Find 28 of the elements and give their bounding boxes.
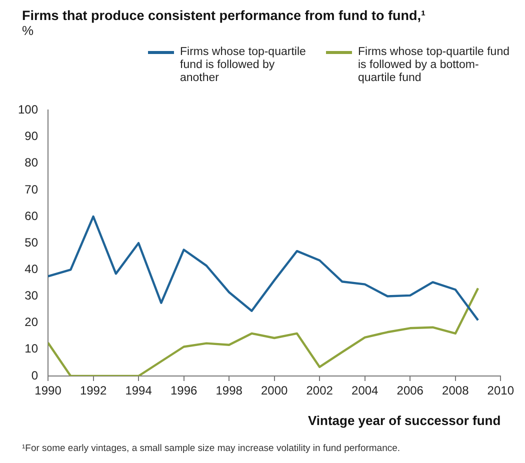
x-tick-label: 2000 — [260, 384, 288, 398]
y-tick-label: 50 — [24, 235, 38, 250]
x-tick-label: 1994 — [125, 384, 152, 398]
x-tick-label: 2004 — [352, 384, 379, 398]
x-tick-label: 2010 — [487, 384, 514, 398]
x-tick-label: 2006 — [396, 384, 424, 398]
x-tick-label: 1996 — [170, 384, 198, 398]
x-tick-label: 1992 — [80, 384, 107, 398]
x-tick-label: 2002 — [306, 384, 334, 398]
text: ¹For some early vintages, a small sample size may increase volatility in fund performance. — [22, 443, 402, 454]
y-tick-label: 20 — [24, 315, 38, 330]
y-tick-label: 40 — [24, 262, 38, 276]
x-tick-label: 1990 — [34, 384, 62, 398]
y-axis-title: % — [22, 23, 35, 38]
x-axis-title: Vintage year of successor fund — [308, 412, 501, 428]
y-tick-label: 0 — [31, 368, 38, 382]
y-tick-label: 10 — [24, 342, 38, 356]
y-tick-label: 30 — [24, 288, 38, 303]
chart-title: Firms that produce consistent performance from fund to fund,¹ — [22, 8, 427, 23]
y-tick-label: 100 — [18, 102, 38, 117]
x-tick-label: 2008 — [442, 384, 470, 398]
legend-label: Firms whose top-quartile fund is followed by a bottom-quartile fund — [358, 46, 510, 85]
legend-label: Firms whose top-quartile fund is followed by another — [180, 46, 307, 85]
y-tick-label: 90 — [24, 129, 38, 144]
x-tick-label: 1998 — [216, 384, 243, 398]
y-tick-label: 80 — [24, 156, 38, 170]
y-tick-label: 60 — [24, 208, 38, 223]
y-tick-label: 70 — [24, 182, 38, 196]
